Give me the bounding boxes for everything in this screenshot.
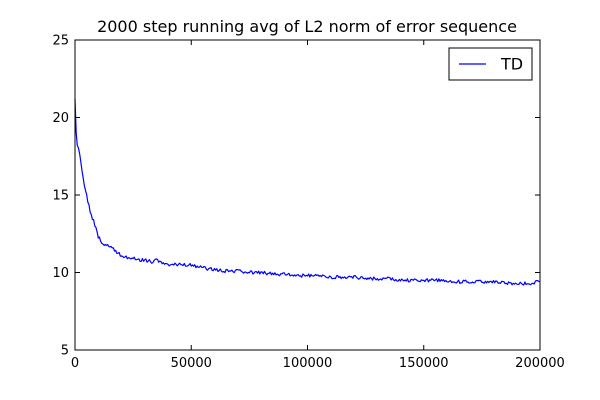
chart-title: 2000 step running avg of L2 norm of erro…: [97, 17, 517, 36]
x-axis: 0 50000 100000 150000 200000: [71, 40, 565, 371]
series-line-td: [74, 98, 541, 286]
x-tick-label: 100000: [283, 356, 333, 371]
x-tick-label: 200000: [515, 356, 565, 371]
y-tick-label: 20: [52, 111, 69, 126]
legend: TD: [448, 47, 533, 81]
legend-label: TD: [500, 55, 523, 74]
plot-frame: [74, 39, 541, 351]
y-tick-label: 15: [52, 189, 69, 204]
y-axis: 5 10 15 20 25: [52, 34, 540, 359]
plot-area: [74, 39, 541, 351]
y-tick-label: 5: [61, 344, 69, 359]
x-tick-label: 50000: [171, 356, 212, 371]
x-tick-label: 150000: [399, 356, 449, 371]
x-tick-label: 0: [71, 356, 79, 371]
y-tick-label: 25: [52, 34, 69, 49]
y-tick-label: 10: [52, 266, 69, 281]
